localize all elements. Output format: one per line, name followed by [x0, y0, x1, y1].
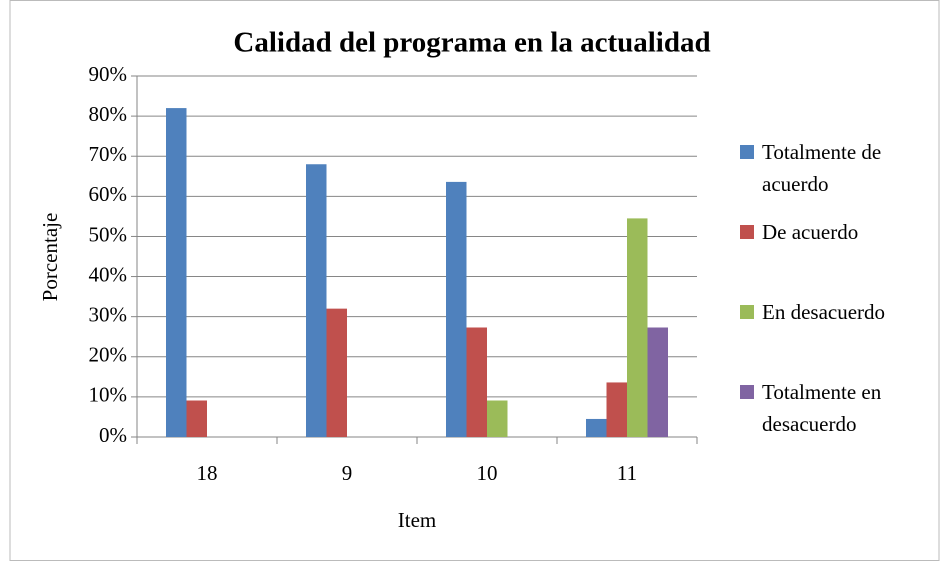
- legend-swatch: [740, 305, 754, 319]
- y-tick-label: 90%: [89, 62, 128, 86]
- bar: [647, 327, 668, 437]
- y-tick-label: 20%: [89, 343, 128, 367]
- x-tick-label: 11: [617, 461, 637, 485]
- y-tick-label: 60%: [89, 182, 128, 206]
- legend-item: De acuerdo: [740, 216, 930, 296]
- legend-label: En desacuerdo: [762, 300, 886, 324]
- bar: [466, 327, 487, 437]
- legend-label: De acuerdo: [762, 220, 859, 244]
- legend: Totalmente de acuerdo De acuerdo En desacu…: [740, 136, 930, 456]
- bar: [186, 400, 207, 437]
- bar: [586, 418, 607, 437]
- legend-item: En desacuerdo: [740, 296, 930, 376]
- bar: [627, 218, 648, 437]
- bar: [606, 382, 627, 437]
- y-tick-label: 50%: [89, 222, 128, 246]
- legend-label: Totalmente en desacuerdo: [762, 380, 882, 436]
- bar: [166, 108, 187, 437]
- x-tick-label: 9: [342, 461, 353, 485]
- legend-swatch: [740, 225, 754, 239]
- y-tick-label: 0%: [99, 423, 127, 447]
- y-tick-label: 80%: [89, 102, 128, 126]
- legend-swatch: [740, 385, 754, 399]
- y-tick-label: 10%: [89, 383, 128, 407]
- x-tick-label: 18: [197, 461, 218, 485]
- bar: [306, 164, 327, 437]
- legend-item: Totalmente en desacuerdo: [740, 376, 930, 456]
- y-tick-label: 70%: [89, 142, 128, 166]
- bar: [326, 308, 347, 437]
- y-tick-label: 30%: [89, 302, 128, 326]
- legend-swatch: [740, 145, 754, 159]
- y-tick-label: 40%: [89, 262, 128, 286]
- legend-label: Totalmente de acuerdo: [762, 140, 882, 196]
- bar: [487, 400, 508, 437]
- chart-title: Calidad del programa en la actualidad: [233, 27, 710, 59]
- legend-item: Totalmente de acuerdo: [740, 136, 930, 216]
- x-axis-label: Item: [398, 508, 436, 532]
- y-axis-label: Porcentaje: [38, 213, 62, 302]
- bar: [446, 181, 467, 437]
- x-tick-label: 10: [477, 461, 498, 485]
